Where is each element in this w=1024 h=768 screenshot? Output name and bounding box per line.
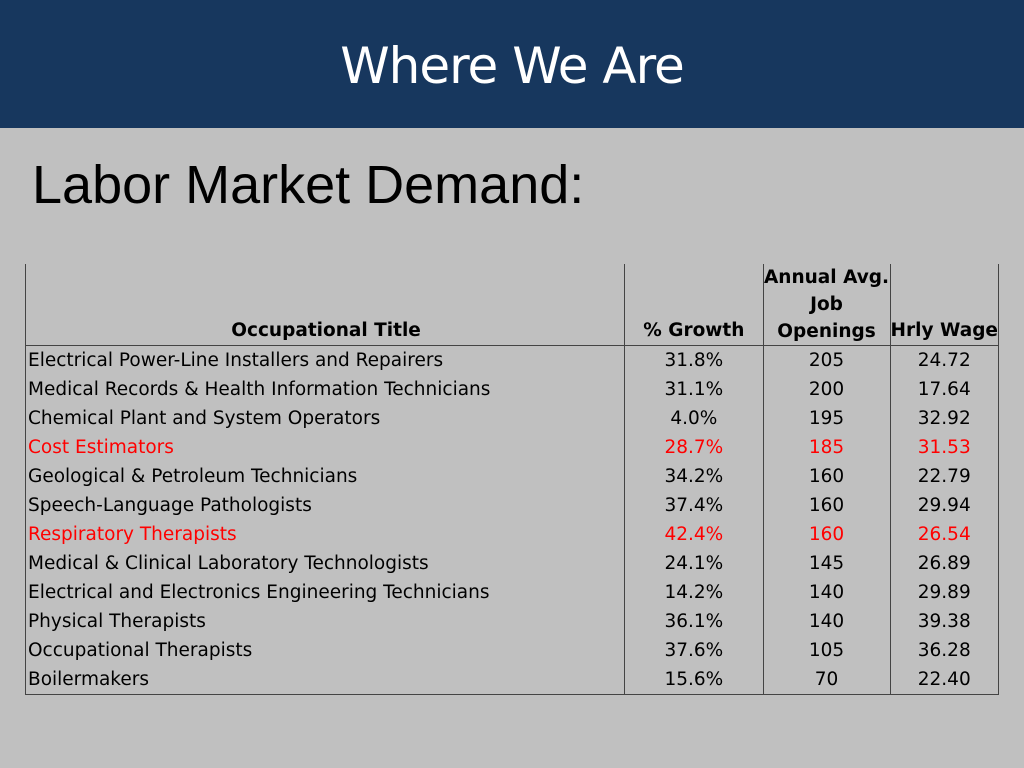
table-row: Electrical Power-Line Installers and Rep… bbox=[24, 345, 999, 375]
cell-hourly-wage: 32.92 bbox=[889, 404, 999, 433]
cell-growth: 14.2% bbox=[624, 578, 764, 607]
slide-title: Where We Are bbox=[340, 37, 685, 95]
cell-hourly-wage: 36.28 bbox=[889, 636, 999, 665]
header-occupational-title: Occupational Title bbox=[24, 264, 625, 346]
cell-hourly-wage: 29.89 bbox=[889, 578, 999, 607]
table-row: Geological & Petroleum Technicians 34.2% 1… bbox=[24, 462, 999, 491]
cell-growth: 36.1% bbox=[624, 607, 764, 636]
table-row: Medical & Clinical Laboratory Technologi… bbox=[24, 549, 999, 578]
slide-subtitle: Labor Market Demand: bbox=[32, 155, 585, 215]
cell-occupational-title: Medical Records & Health Information Tec… bbox=[24, 375, 625, 404]
cell-openings: 145 bbox=[762, 549, 890, 578]
cell-occupational-title: Chemical Plant and System Operators bbox=[24, 404, 625, 433]
cell-openings: 140 bbox=[762, 607, 890, 636]
header-openings: Annual Avg. Job Openings bbox=[762, 264, 890, 346]
table-row: Chemical Plant and System Operators 4.0% 1… bbox=[24, 404, 999, 433]
cell-occupational-title: Boilermakers bbox=[24, 665, 625, 695]
cell-growth: 37.4% bbox=[624, 491, 764, 520]
cell-growth: 31.1% bbox=[624, 375, 764, 404]
cell-openings: 70 bbox=[762, 665, 890, 695]
header-openings-line: Annual Avg. bbox=[763, 267, 890, 288]
header-hourly-wage: Hrly Wage bbox=[889, 264, 999, 346]
cell-openings: 160 bbox=[762, 491, 890, 520]
header-openings-line: Openings bbox=[777, 321, 876, 342]
cell-hourly-wage: 31.53 bbox=[889, 433, 999, 462]
cell-occupational-title: Electrical and Electronics Engineering T… bbox=[24, 578, 625, 607]
cell-openings: 160 bbox=[762, 520, 890, 549]
table-row: Boilermakers 15.6% 70 22.40 bbox=[24, 665, 999, 695]
header-growth: % Growth bbox=[624, 264, 764, 346]
cell-occupational-title: Speech-Language Pathologists bbox=[24, 491, 625, 520]
cell-occupational-title: Medical & Clinical Laboratory Technologi… bbox=[24, 549, 625, 578]
table-header-row: Occupational Title % Growth Annual Avg. … bbox=[24, 264, 999, 346]
title-banner: Where We Are bbox=[0, 0, 1024, 128]
cell-hourly-wage: 17.64 bbox=[889, 375, 999, 404]
cell-hourly-wage: 26.54 bbox=[889, 520, 999, 549]
cell-openings: 205 bbox=[762, 345, 890, 375]
cell-openings: 140 bbox=[762, 578, 890, 607]
cell-hourly-wage: 29.94 bbox=[889, 491, 999, 520]
table-row: Speech-Language Pathologists 37.4% 160 29.9… bbox=[24, 491, 999, 520]
cell-growth: 28.7% bbox=[624, 433, 764, 462]
cell-openings: 105 bbox=[762, 636, 890, 665]
cell-hourly-wage: 24.72 bbox=[889, 345, 999, 375]
cell-occupational-title: Occupational Therapists bbox=[24, 636, 625, 665]
cell-occupational-title: Respiratory Therapists bbox=[24, 520, 625, 549]
cell-hourly-wage: 26.89 bbox=[889, 549, 999, 578]
cell-growth: 34.2% bbox=[624, 462, 764, 491]
cell-growth: 31.8% bbox=[624, 345, 764, 375]
table-row: Occupational Therapists 37.6% 105 36.28 bbox=[24, 636, 999, 665]
cell-growth: 15.6% bbox=[624, 665, 764, 695]
cell-hourly-wage: 22.79 bbox=[889, 462, 999, 491]
cell-growth: 42.4% bbox=[624, 520, 764, 549]
cell-openings: 200 bbox=[762, 375, 890, 404]
cell-growth: 37.6% bbox=[624, 636, 764, 665]
labor-demand-table: Occupational Title % Growth Annual Avg. … bbox=[24, 264, 999, 695]
cell-hourly-wage: 22.40 bbox=[889, 665, 999, 695]
cell-hourly-wage: 39.38 bbox=[889, 607, 999, 636]
table-row: Medical Records & Health Information Tec… bbox=[24, 375, 999, 404]
cell-growth: 4.0% bbox=[624, 404, 764, 433]
cell-openings: 195 bbox=[762, 404, 890, 433]
cell-growth: 24.1% bbox=[624, 549, 764, 578]
cell-occupational-title: Physical Therapists bbox=[24, 607, 625, 636]
table-row: Respiratory Therapists 42.4% 160 26.54 bbox=[24, 520, 999, 549]
table-row: Electrical and Electronics Engineering T… bbox=[24, 578, 999, 607]
table-row: Physical Therapists 36.1% 140 39.38 bbox=[24, 607, 999, 636]
cell-openings: 185 bbox=[762, 433, 890, 462]
header-openings-line: Job bbox=[810, 294, 843, 315]
cell-occupational-title: Electrical Power-Line Installers and Rep… bbox=[24, 345, 625, 375]
table-body: Electrical Power-Line Installers and Rep… bbox=[24, 345, 999, 695]
table-row: Cost Estimators 28.7% 185 31.53 bbox=[24, 433, 999, 462]
cell-occupational-title: Cost Estimators bbox=[24, 433, 625, 462]
cell-openings: 160 bbox=[762, 462, 890, 491]
cell-occupational-title: Geological & Petroleum Technicians bbox=[24, 462, 625, 491]
